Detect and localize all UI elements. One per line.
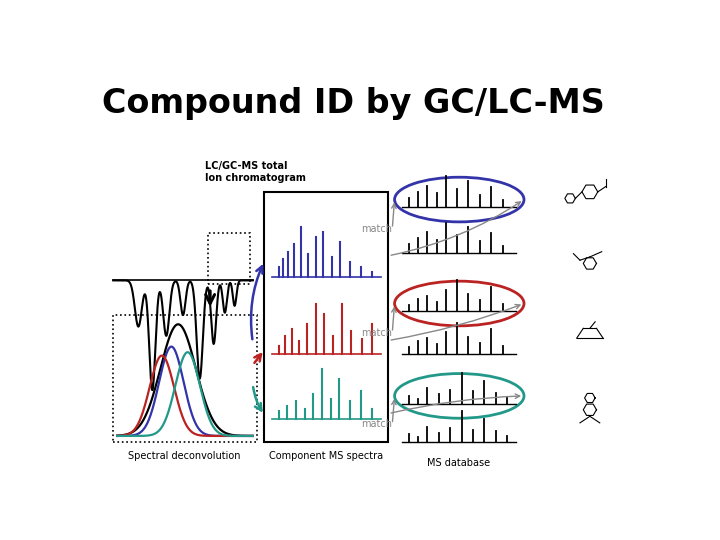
Bar [113, 315, 256, 442]
Text: match: match [361, 420, 392, 429]
Text: match: match [361, 224, 392, 234]
Bar [208, 233, 251, 284]
Text: Spectral deconvolution: Spectral deconvolution [128, 451, 240, 461]
Text: Compound ID by GC/LC-MS: Compound ID by GC/LC-MS [102, 87, 605, 120]
Text: MS database: MS database [428, 457, 490, 468]
Text: match: match [361, 328, 392, 338]
Text: Component MS spectra: Component MS spectra [269, 451, 384, 461]
Bar [264, 192, 388, 442]
Text: LC/GC-MS total
Ion chromatogram: LC/GC-MS total Ion chromatogram [204, 161, 305, 183]
